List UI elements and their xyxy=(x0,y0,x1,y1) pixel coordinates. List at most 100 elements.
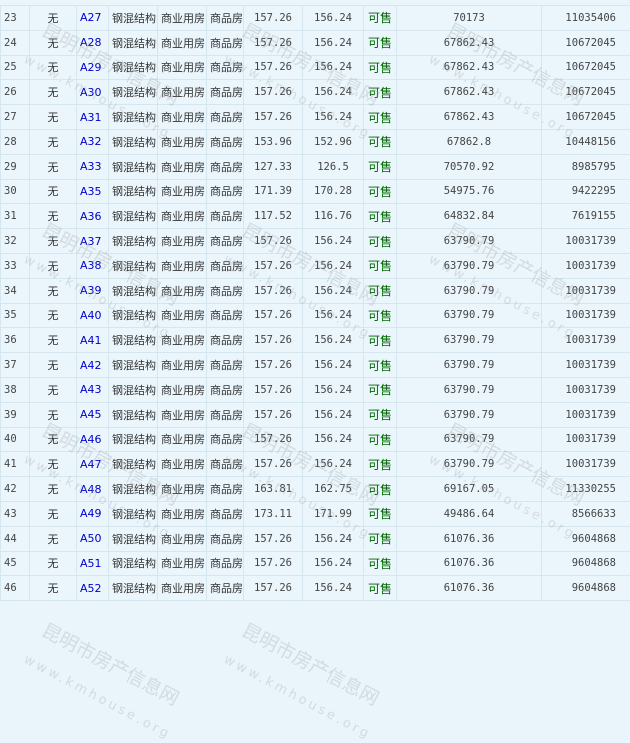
usage-cell: 商业用房 xyxy=(158,179,207,204)
unit-link[interactable]: A33 xyxy=(80,160,102,173)
floor-cell: 无 xyxy=(30,6,77,31)
unit-price-cell: 67862.43 xyxy=(397,105,542,130)
unit-price-cell: 49486.64 xyxy=(397,501,542,526)
status-cell: 可售 xyxy=(364,278,397,303)
inner-area-cell: 156.24 xyxy=(303,526,364,551)
building-area-cell: 127.33 xyxy=(244,154,303,179)
unit-link[interactable]: A30 xyxy=(80,86,102,99)
usage-cell: 商业用房 xyxy=(158,551,207,576)
row-number: 30 xyxy=(1,179,30,204)
unit-link[interactable]: A39 xyxy=(80,284,102,297)
unit-link[interactable]: A52 xyxy=(80,582,102,595)
unit-cell: A31 xyxy=(77,105,109,130)
unit-link[interactable]: A49 xyxy=(80,507,102,520)
building-area-cell: 157.26 xyxy=(244,402,303,427)
row-number: 31 xyxy=(1,204,30,229)
total-price-cell: 10031739 xyxy=(542,253,630,278)
unit-link[interactable]: A29 xyxy=(80,61,102,74)
unit-link[interactable]: A40 xyxy=(80,309,102,322)
unit-cell: A35 xyxy=(77,179,109,204)
status-cell: 可售 xyxy=(364,303,397,328)
house-type-cell: 商品房 xyxy=(207,278,244,303)
unit-link[interactable]: A35 xyxy=(80,185,102,198)
house-type-cell: 商品房 xyxy=(207,526,244,551)
unit-price-cell: 54975.76 xyxy=(397,179,542,204)
status-cell: 可售 xyxy=(364,328,397,353)
structure-cell: 钢混结构 xyxy=(109,278,158,303)
unit-link[interactable]: A50 xyxy=(80,532,102,545)
unit-cell: A51 xyxy=(77,551,109,576)
total-price-cell: 10031739 xyxy=(542,278,630,303)
status-cell: 可售 xyxy=(364,427,397,452)
inner-area-cell: 126.5 xyxy=(303,154,364,179)
unit-link[interactable]: A43 xyxy=(80,383,102,396)
row-number: 38 xyxy=(1,377,30,402)
total-price-cell: 10031739 xyxy=(542,377,630,402)
row-number: 43 xyxy=(1,501,30,526)
watermark-url: www.kmhouse.org xyxy=(21,652,173,743)
unit-price-cell: 64832.84 xyxy=(397,204,542,229)
floor-cell: 无 xyxy=(30,55,77,80)
inner-area-cell: 156.24 xyxy=(303,30,364,55)
house-type-cell: 商品房 xyxy=(207,328,244,353)
floor-cell: 无 xyxy=(30,328,77,353)
usage-cell: 商业用房 xyxy=(158,303,207,328)
unit-price-cell: 63790.79 xyxy=(397,402,542,427)
unit-link[interactable]: A38 xyxy=(80,259,102,272)
unit-link[interactable]: A37 xyxy=(80,235,102,248)
floor-cell: 无 xyxy=(30,501,77,526)
row-number: 35 xyxy=(1,303,30,328)
unit-link[interactable]: A51 xyxy=(80,557,102,570)
floor-cell: 无 xyxy=(30,452,77,477)
unit-link[interactable]: A27 xyxy=(80,11,102,24)
structure-cell: 钢混结构 xyxy=(109,477,158,502)
unit-link[interactable]: A41 xyxy=(80,334,102,347)
inner-area-cell: 162.75 xyxy=(303,477,364,502)
status-cell: 可售 xyxy=(364,477,397,502)
building-area-cell: 157.26 xyxy=(244,576,303,601)
house-type-cell: 商品房 xyxy=(207,105,244,130)
usage-cell: 商业用房 xyxy=(158,501,207,526)
unit-price-cell: 61076.36 xyxy=(397,526,542,551)
building-area-cell: 157.26 xyxy=(244,278,303,303)
unit-link[interactable]: A47 xyxy=(80,458,102,471)
usage-cell: 商业用房 xyxy=(158,452,207,477)
building-area-cell: 157.26 xyxy=(244,30,303,55)
unit-link[interactable]: A31 xyxy=(80,111,102,124)
inner-area-cell: 156.24 xyxy=(303,377,364,402)
unit-link[interactable]: A28 xyxy=(80,36,102,49)
floor-cell: 无 xyxy=(30,179,77,204)
row-number: 34 xyxy=(1,278,30,303)
usage-cell: 商业用房 xyxy=(158,30,207,55)
floor-cell: 无 xyxy=(30,477,77,502)
floor-cell: 无 xyxy=(30,402,77,427)
status-cell: 可售 xyxy=(364,576,397,601)
unit-link[interactable]: A46 xyxy=(80,433,102,446)
house-type-cell: 商品房 xyxy=(207,55,244,80)
status-cell: 可售 xyxy=(364,129,397,154)
floor-cell: 无 xyxy=(30,154,77,179)
unit-link[interactable]: A32 xyxy=(80,135,102,148)
row-number: 39 xyxy=(1,402,30,427)
floor-cell: 无 xyxy=(30,229,77,254)
total-price-cell: 10672045 xyxy=(542,30,630,55)
structure-cell: 钢混结构 xyxy=(109,105,158,130)
building-area-cell: 157.26 xyxy=(244,427,303,452)
unit-link[interactable]: A48 xyxy=(80,483,102,496)
floor-cell: 无 xyxy=(30,526,77,551)
inner-area-cell: 156.24 xyxy=(303,328,364,353)
unit-cell: A38 xyxy=(77,253,109,278)
floor-cell: 无 xyxy=(30,129,77,154)
unit-link[interactable]: A36 xyxy=(80,210,102,223)
building-area-cell: 157.26 xyxy=(244,105,303,130)
status-cell: 可售 xyxy=(364,229,397,254)
unit-link[interactable]: A42 xyxy=(80,359,102,372)
unit-link[interactable]: A45 xyxy=(80,408,102,421)
row-number: 24 xyxy=(1,30,30,55)
